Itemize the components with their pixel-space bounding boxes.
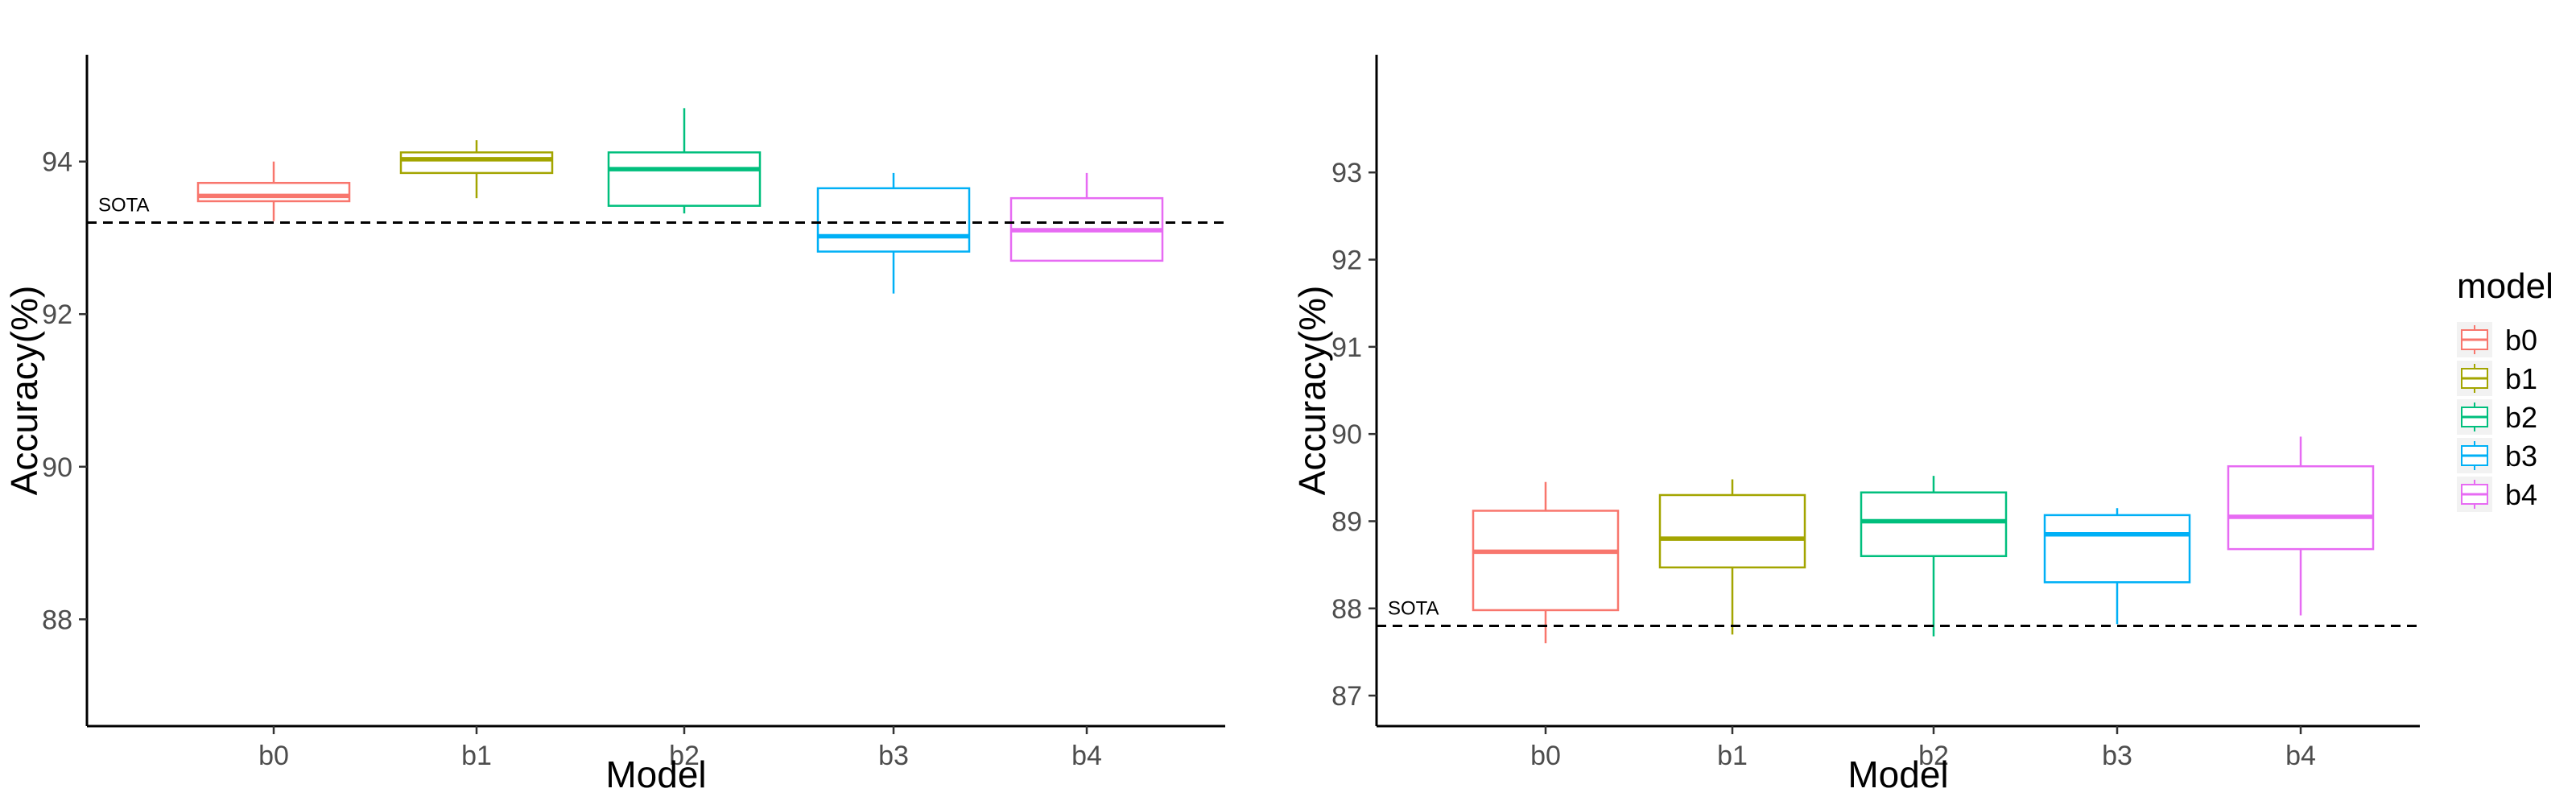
legend-item-b4: b4: [2457, 477, 2537, 512]
box-body: [1658, 493, 1806, 569]
box-body: [1472, 510, 1620, 612]
y-tick-label: 93: [1331, 158, 1362, 188]
x-axis-title: Model: [605, 753, 706, 795]
box-body: [816, 187, 971, 253]
legend-item-b2: b2: [2457, 399, 2537, 435]
x-tick-label: b3: [2102, 741, 2132, 771]
y-tick-label: 89: [1331, 506, 1362, 537]
y-tick-label: 92: [42, 299, 72, 330]
sota-label: SOTA: [1388, 597, 1439, 619]
box-b0: [1472, 481, 1620, 644]
x-tick-label: b4: [2285, 741, 2316, 771]
legend-label: b4: [2505, 478, 2537, 511]
x-tick-label: b3: [878, 741, 909, 771]
y-tick-label: 87: [1331, 681, 1362, 712]
legend: model b0 b1 b2 b3 b4: [2457, 266, 2553, 512]
box-body: [607, 151, 762, 207]
x-tick-label: b4: [1071, 741, 1102, 771]
right-chart-panel: 87 88 89 90 91 92 93 b0 b1 b2 b3 b4 Model Accuracy(%)…: [1291, 55, 2420, 795]
box-b2: [607, 108, 762, 214]
x-tick-label: b0: [1530, 741, 1561, 771]
y-tick-label: 92: [1331, 246, 1362, 276]
x-tick-label: b2: [669, 741, 700, 771]
box-body: [2043, 514, 2191, 584]
box-b4: [2227, 436, 2375, 616]
legend-title: model: [2457, 266, 2553, 306]
box-body: [1860, 491, 2008, 558]
x-tick-label: b0: [258, 741, 289, 771]
box-body: [399, 151, 554, 175]
box-body: [196, 181, 351, 203]
legend-item-b1: b1: [2457, 361, 2537, 396]
box-b1: [399, 140, 554, 199]
y-tick-label: 88: [42, 605, 72, 635]
box-b0: [196, 161, 351, 221]
legend-item-b3: b3: [2457, 438, 2537, 473]
y-axis-title: Accuracy(%): [1291, 286, 1333, 496]
y-tick-label: 90: [42, 452, 72, 483]
legend-label: b3: [2505, 440, 2537, 473]
x-tick-label: b2: [1918, 741, 1949, 771]
legend-label: b1: [2505, 362, 2537, 395]
legend-item-b0: b0: [2457, 322, 2537, 357]
box-b3: [2043, 508, 2191, 625]
y-tick-label: 94: [42, 147, 72, 178]
y-tick-label: 90: [1331, 419, 1362, 450]
y-axis-title: Accuracy(%): [3, 286, 45, 496]
box-b1: [1658, 479, 1806, 635]
legend-label: b2: [2505, 401, 2537, 434]
box-b3: [816, 172, 971, 294]
x-tick-label: b1: [461, 741, 492, 771]
box-b2: [1860, 476, 2008, 637]
box-b4: [1009, 172, 1164, 262]
x-tick-label: b1: [1717, 741, 1748, 771]
left-chart-panel: 88 90 92 94 b0 b1 b2 b3 b4 Model Accuracy(%) SOTA: [3, 55, 1225, 795]
sota-label: SOTA: [98, 195, 150, 217]
x-axis-title: Model: [1847, 753, 1948, 795]
legend-label: b0: [2505, 324, 2537, 357]
y-tick-label: 91: [1331, 332, 1362, 363]
y-tick-label: 88: [1331, 594, 1362, 625]
box-body: [2227, 464, 2375, 551]
